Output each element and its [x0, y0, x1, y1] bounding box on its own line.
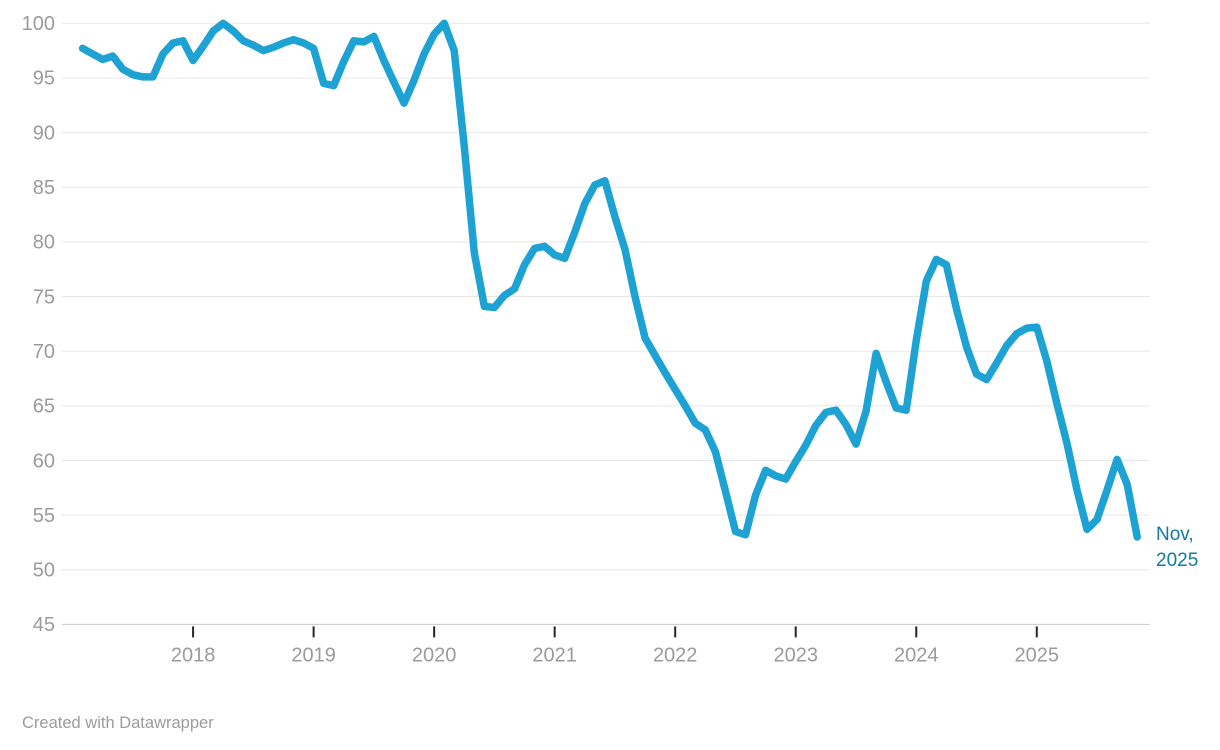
x-axis: 2018 2019 2020 2021 2022 2023 2024 2025 — [171, 626, 1059, 666]
datawrapper-credit: Created with Datawrapper — [22, 714, 214, 732]
x-axis-label-2024: 2024 — [894, 644, 939, 666]
last-point-label-year: 2025 — [1156, 550, 1198, 571]
x-axis-label-2018: 2018 — [171, 644, 216, 666]
x-axis-label-2020: 2020 — [412, 644, 457, 666]
y-axis-label-95: 95 — [33, 68, 55, 90]
y-axis-label-65: 65 — [33, 396, 55, 418]
y-axis-label-70: 70 — [33, 341, 55, 363]
y-axis-label-80: 80 — [33, 232, 55, 254]
y-axis-labels: 45 50 55 60 65 70 75 80 85 90 95 100 — [22, 13, 55, 636]
last-point-label-month: Nov, — [1156, 524, 1194, 545]
y-axis-label-60: 60 — [33, 450, 55, 472]
x-axis-label-2019: 2019 — [291, 644, 336, 666]
y-axis-label-45: 45 — [33, 614, 55, 636]
y-axis-label-85: 85 — [33, 177, 55, 199]
y-axis-label-75: 75 — [33, 286, 55, 308]
x-axis-label-2022: 2022 — [653, 644, 698, 666]
last-point-label: Nov, 2025 — [1156, 524, 1199, 571]
x-axis-label-2023: 2023 — [773, 644, 818, 666]
data-line — [78, 19, 1141, 541]
x-axis-label-2021: 2021 — [532, 644, 577, 666]
y-axis-label-100: 100 — [22, 13, 55, 35]
y-axis-label-55: 55 — [33, 505, 55, 527]
x-axis-label-2025: 2025 — [1015, 644, 1060, 666]
gridlines — [62, 22, 1150, 625]
y-axis-label-90: 90 — [33, 122, 55, 144]
y-axis-label-50: 50 — [33, 560, 55, 582]
